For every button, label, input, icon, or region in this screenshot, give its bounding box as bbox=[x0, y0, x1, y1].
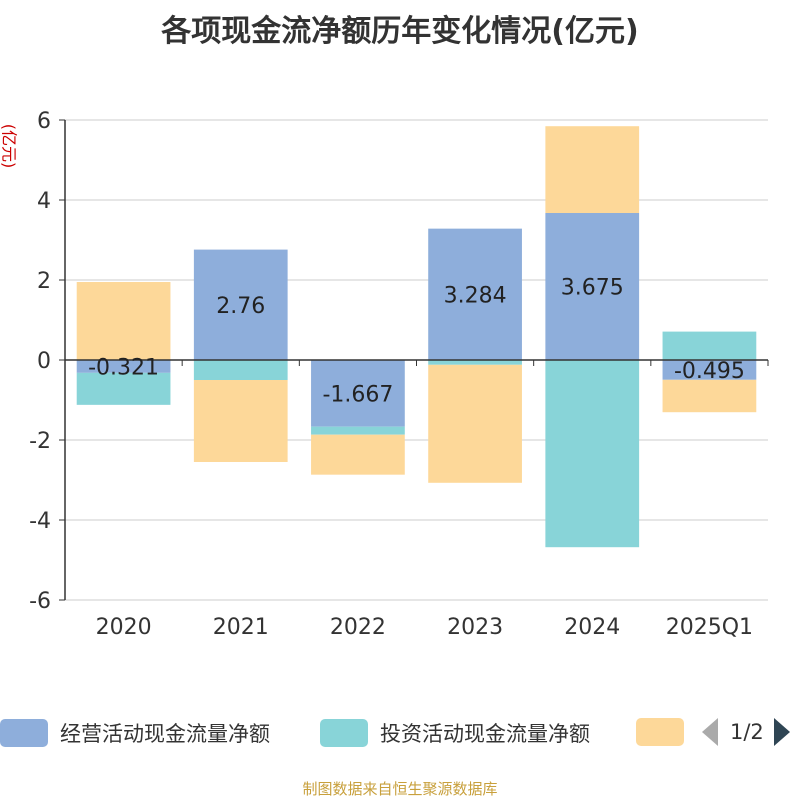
axes: 6 4 2 0 -2 -4 -6 2020 2021 2022 2023 2024 2025Q1 bbox=[29, 109, 769, 640]
data-label: 2.76 bbox=[216, 294, 265, 319]
x-tick-label: 2021 bbox=[213, 615, 269, 640]
x-tick-label: 2022 bbox=[330, 615, 386, 640]
bar-series-2-2025Q1[interactable] bbox=[662, 379, 757, 413]
data-labels: -0.321 2.76 -1.667 3.284 3.675 -0.495 bbox=[88, 276, 745, 408]
pager-prev-icon[interactable] bbox=[702, 718, 718, 746]
bar-series-1-2023[interactable] bbox=[428, 360, 522, 365]
data-label: -1.667 bbox=[322, 382, 393, 407]
bar-series-1-2024[interactable] bbox=[545, 360, 640, 548]
bar-series-0-2020[interactable] bbox=[76, 360, 171, 373]
bar-series-2-2021[interactable] bbox=[193, 380, 288, 462]
x-tick-label: 2023 bbox=[447, 615, 503, 640]
y-tick-label: 6 bbox=[37, 109, 51, 134]
y-tick-label: -4 bbox=[29, 509, 51, 534]
bar-chart: 6 4 2 0 -2 -4 -6 2020 2021 2022 2023 2024 2025Q1 -0.… bbox=[29, 109, 769, 640]
legend-swatch-financing bbox=[636, 718, 684, 746]
bars bbox=[76, 126, 757, 548]
y-tick-label: -6 bbox=[29, 589, 51, 614]
bar-series-1-2021[interactable] bbox=[193, 360, 288, 380]
bar-series-0-2022[interactable] bbox=[311, 360, 405, 427]
legend-item-operating[interactable]: 经营活动现金流量净额 bbox=[0, 718, 270, 748]
bar-series-0-2025Q1[interactable] bbox=[662, 360, 757, 380]
y-tick-label: -2 bbox=[29, 429, 51, 454]
bar-series-2-2023[interactable] bbox=[428, 364, 522, 483]
x-tick-label: 2025Q1 bbox=[666, 615, 753, 640]
y-tick-label: 2 bbox=[37, 269, 51, 294]
bar-series-1-2022[interactable] bbox=[311, 426, 405, 435]
data-label: -0.495 bbox=[674, 359, 745, 384]
y-tick-label: 4 bbox=[37, 189, 51, 214]
legend-pager: 1/2 bbox=[702, 718, 790, 746]
x-tick-label: 2020 bbox=[96, 615, 152, 640]
bar-series-1-2025Q1[interactable] bbox=[662, 331, 757, 360]
pager-text: 1/2 bbox=[730, 720, 764, 744]
bar-series-1-2020[interactable] bbox=[76, 372, 171, 405]
legend-swatch-operating bbox=[0, 719, 48, 747]
legend-item-financing[interactable] bbox=[636, 718, 696, 746]
bar-series-0-2021[interactable] bbox=[193, 249, 288, 360]
legend-label-operating: 经营活动现金流量净额 bbox=[60, 722, 270, 746]
data-label: 3.284 bbox=[444, 283, 507, 308]
legend-label-investing: 投资活动现金流量净额 bbox=[380, 722, 590, 746]
bar-series-2-2022[interactable] bbox=[311, 434, 405, 475]
legend-swatch-investing bbox=[320, 719, 368, 747]
source-note: 制图数据来自恒生聚源数据库 bbox=[302, 780, 498, 798]
legend-item-investing[interactable]: 投资活动现金流量净额 bbox=[320, 718, 590, 748]
bar-series-0-2023[interactable] bbox=[428, 228, 522, 360]
y-tick-label: 0 bbox=[37, 349, 51, 374]
legend: 经营活动现金流量净额 投资活动现金流量净额 1/2 bbox=[0, 716, 800, 752]
data-label: 3.675 bbox=[561, 276, 624, 301]
bar-series-2-2024[interactable] bbox=[545, 126, 640, 213]
x-tick-label: 2024 bbox=[564, 615, 620, 640]
bar-series-0-2024[interactable] bbox=[545, 213, 640, 360]
pager-next-icon[interactable] bbox=[773, 718, 790, 746]
data-label: -0.321 bbox=[88, 355, 159, 380]
chart-title: 各项现金流净额历年变化情况(亿元) bbox=[161, 14, 639, 49]
bar-series-2-2020[interactable] bbox=[76, 282, 171, 360]
